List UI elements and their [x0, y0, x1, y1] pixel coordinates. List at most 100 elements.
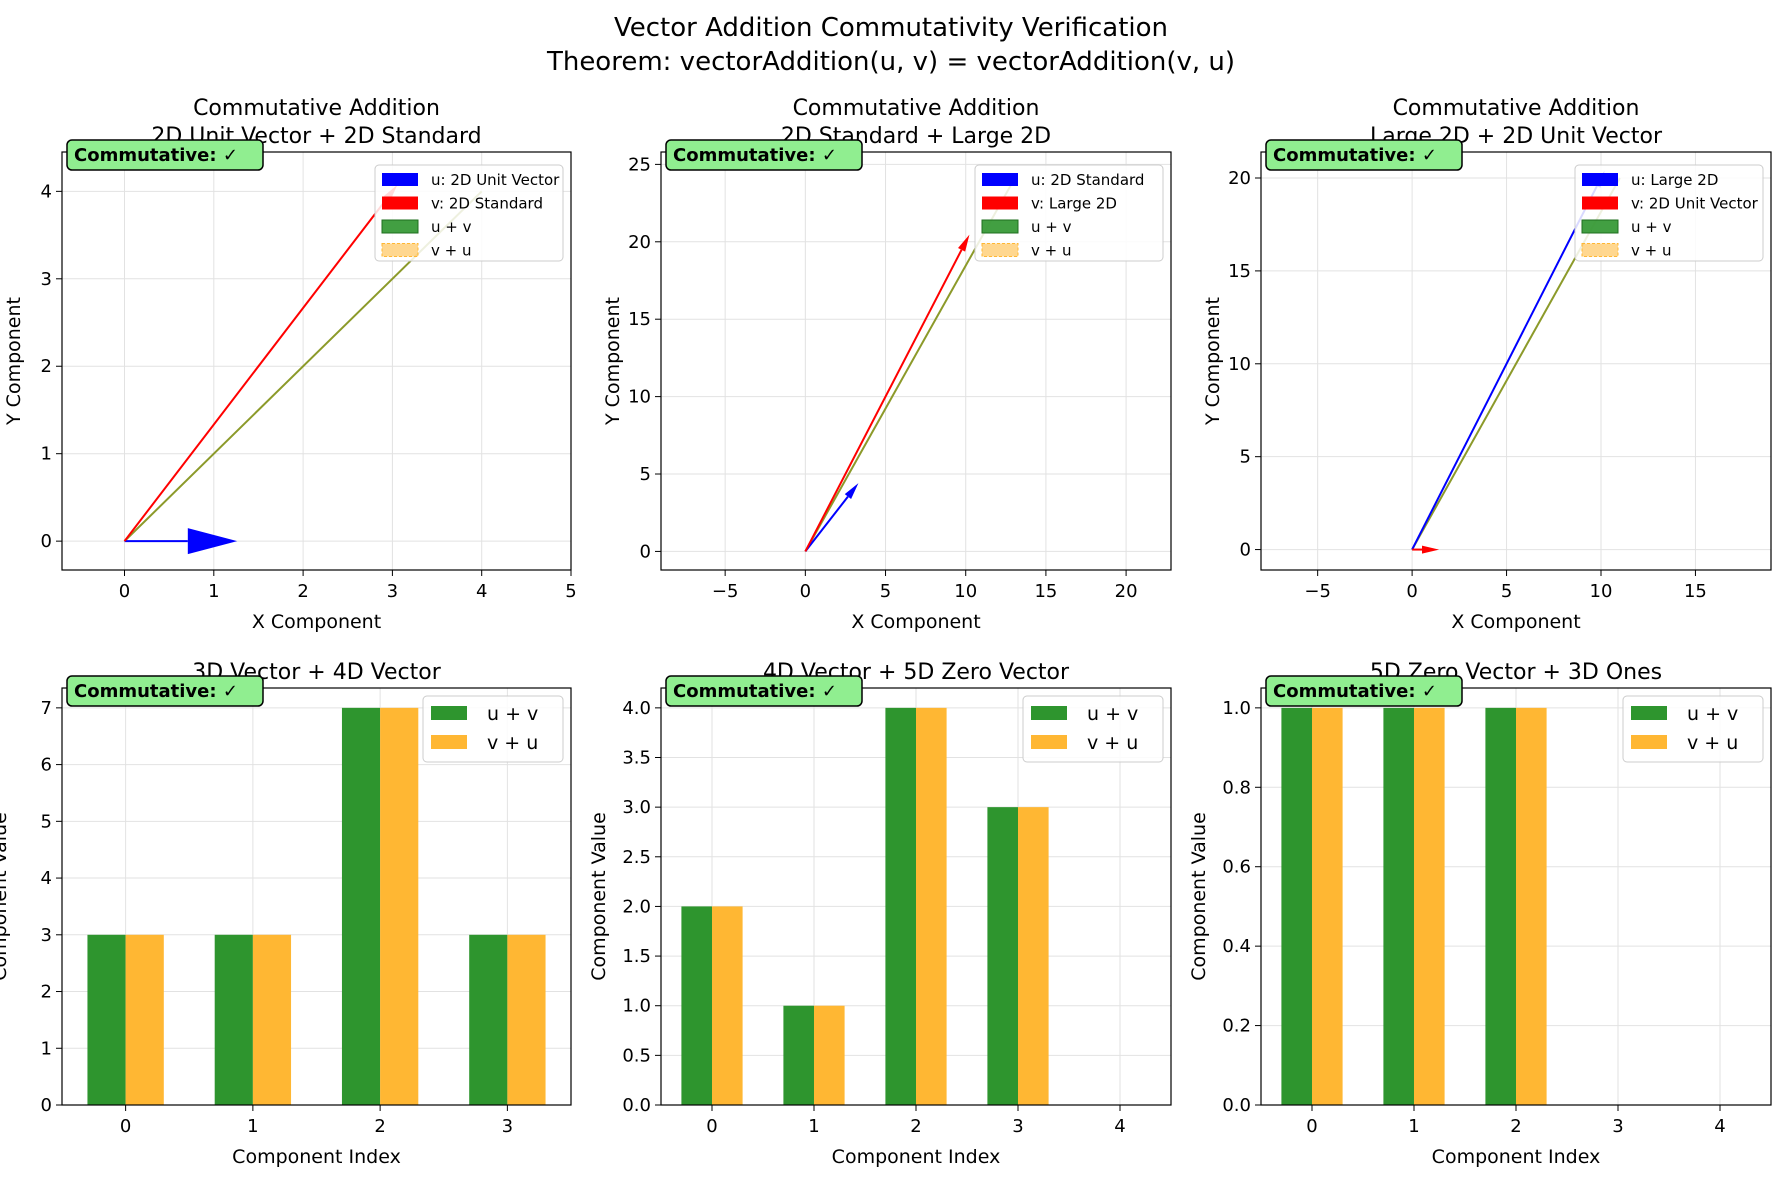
legend-swatch [1582, 196, 1618, 210]
panels: 0 1 2 3 4 5 0 1 2 3 4 X Component Y Component Commuta… [0, 96, 1772, 1168]
y-tick-label: 1.0 [1222, 698, 1251, 719]
legend: u: 2D Unit Vector v: 2D Standard u + v v + … [374, 164, 564, 262]
commutative-badge [1265, 675, 1463, 707]
y-tick-label: 0 [41, 531, 52, 552]
panel-title-line1: Commutative Addition [1393, 96, 1640, 121]
legend-label: v: 2D Standard [431, 195, 543, 213]
legend-box [1574, 164, 1764, 262]
y-tick-label: 6 [41, 755, 52, 776]
y-tick-label: 1.0 [622, 996, 651, 1017]
figure-title-line1: Vector Addition Commutativity Verificati… [614, 13, 1168, 43]
x-tick-label: 3 [1612, 1116, 1623, 1137]
x-tick-label: 2 [910, 1116, 921, 1137]
legend: u + v v + u [1022, 695, 1164, 763]
y-tick-label: 5 [640, 464, 651, 485]
y-axis-label: Component Value [1188, 812, 1210, 981]
x-tick-label: 5 [1501, 581, 1512, 602]
y-tick-label: 0.5 [622, 1045, 651, 1066]
x-tick-label: 0 [800, 581, 811, 602]
x-tick-label: 0 [120, 1116, 131, 1137]
axes-frame [61, 687, 572, 1106]
figure-title-line2: Theorem: vectorAddition(u, v) = vectorAd… [546, 47, 1235, 77]
vector-v-head [1422, 545, 1440, 554]
commutative-badge [66, 139, 264, 171]
y-tick-label: 0.0 [622, 1095, 651, 1116]
y-tick-label: 10 [1228, 354, 1251, 375]
legend-swatch [1631, 735, 1667, 749]
bar-uv [341, 707, 381, 1105]
legend-label: v: 2D Unit Vector [1631, 195, 1759, 213]
x-tick-label: −5 [1304, 581, 1331, 602]
x-tick-label: 0 [1306, 1116, 1317, 1137]
bar-vu [125, 934, 164, 1105]
legend-swatch [431, 706, 467, 720]
y-tick-label: 0.2 [1222, 1016, 1251, 1037]
legend-label: v + u [1631, 242, 1672, 260]
y-tick-label: 2.5 [622, 847, 651, 868]
x-tick-label: 1 [1408, 1116, 1419, 1137]
y-ticks: 0.0 0.2 0.4 0.6 0.8 1.0 [1222, 698, 1261, 1116]
bar-vu [1018, 807, 1049, 1105]
y-ticks: 0 1 2 3 4 5 6 7 [41, 698, 62, 1116]
legend-swatch [1581, 219, 1619, 234]
panel-6: 0 1 2 3 4 0.0 0.2 0.4 0.6 0.8 1.0 Component Index Co… [1188, 660, 1772, 1168]
y-tick-label: 20 [628, 232, 651, 253]
x-tick-label: 3 [1012, 1116, 1023, 1137]
x-ticks: 0 1 2 3 4 [706, 1105, 1126, 1137]
y-tick-label: 5 [41, 811, 52, 832]
legend-label: u + v [1631, 218, 1672, 236]
y-tick-label: 0 [41, 1095, 52, 1116]
x-tick-label: 2 [374, 1116, 385, 1137]
y-tick-label: 2 [41, 982, 52, 1003]
y-axis-label: Component Value [0, 812, 11, 981]
legend: u: 2D Standard v: Large 2D u + v v + u [974, 164, 1164, 262]
panel-title-line1: Commutative Addition [793, 96, 1040, 121]
y-tick-label: 3.0 [622, 797, 651, 818]
y-tick-label: 4 [41, 181, 52, 202]
x-tick-label: 2 [297, 581, 308, 602]
commutative-badge-text: Commutative: ✓ [1273, 145, 1437, 166]
panel-4: 0 1 2 3 0 1 2 3 4 5 6 7 Component Index Component Val… [0, 660, 572, 1168]
legend-label: u: 2D Unit Vector [431, 171, 560, 189]
y-tick-label: 1.5 [622, 946, 651, 967]
x-tick-label: 15 [1034, 581, 1057, 602]
y-ticks: 0 5 10 15 20 [1228, 168, 1261, 561]
commutative-badge-text: Commutative: ✓ [1273, 681, 1437, 702]
bar-vu [1516, 707, 1547, 1105]
commutative-badge-text: Commutative: ✓ [74, 681, 238, 702]
y-tick-label: 5 [1240, 447, 1251, 468]
commutative-badge [66, 675, 264, 707]
legend-label: u + v [487, 703, 538, 725]
legend: u + v v + u [1622, 695, 1764, 763]
y-tick-label: 0 [1240, 540, 1251, 561]
y-tick-label: 20 [1228, 168, 1251, 189]
y-tick-label: 4 [41, 868, 52, 889]
bar-uv [681, 906, 712, 1105]
y-tick-label: 0.4 [1222, 936, 1251, 957]
vector-u-shaft [804, 495, 849, 553]
x-axis-label: X Component [851, 611, 980, 633]
x-tick-label: 5 [565, 581, 576, 602]
panel-2: −5 0 5 10 15 20 0 5 10 15 20 25 X Component Y Compone… [602, 96, 1172, 633]
legend-box [374, 164, 564, 262]
y-tick-label: 3 [41, 269, 52, 290]
legend-label: u + v [1687, 703, 1738, 725]
legend-label: v + u [1087, 732, 1138, 754]
legend-swatch [982, 196, 1018, 210]
legend-label: v + u [431, 242, 472, 260]
x-ticks: 0 1 2 3 4 [1306, 1105, 1726, 1137]
y-tick-label: 10 [628, 387, 651, 408]
x-tick-label: 3 [387, 581, 398, 602]
legend-label: u: Large 2D [1631, 171, 1718, 189]
bar-uv [1383, 707, 1414, 1105]
x-tick-label: 15 [1684, 581, 1707, 602]
bar-vu [1312, 707, 1343, 1105]
vector-u-head [187, 528, 238, 555]
x-tick-label: 10 [954, 581, 977, 602]
y-tick-label: 0 [640, 541, 651, 562]
legend-label: v + u [1031, 242, 1072, 260]
x-axis-label: Component Index [1432, 1146, 1601, 1168]
x-tick-label: 4 [1114, 1116, 1125, 1137]
y-tick-label: 0.8 [1222, 777, 1251, 798]
